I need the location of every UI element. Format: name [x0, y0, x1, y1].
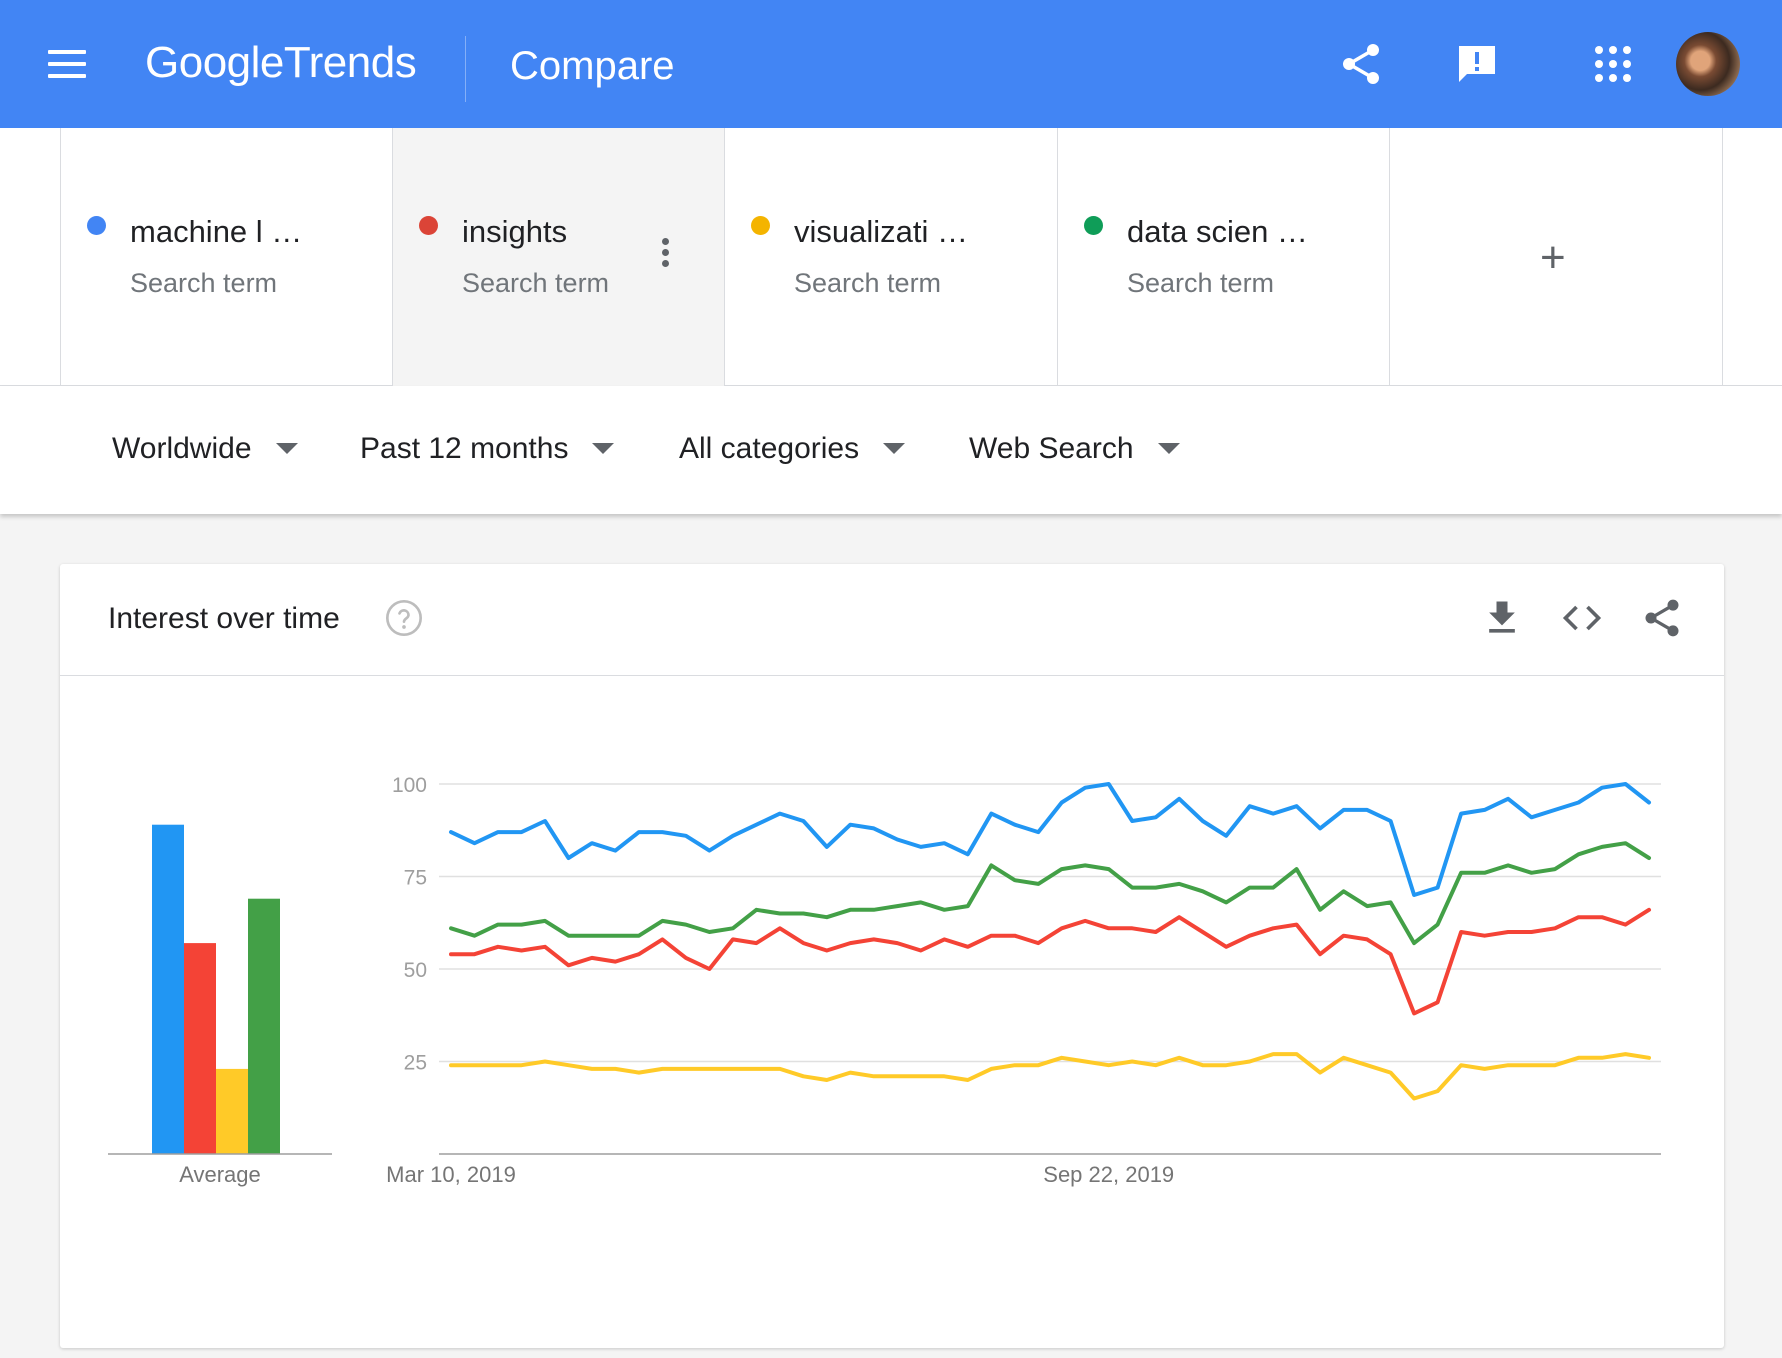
- term-name: visualizati …: [794, 214, 968, 249]
- feedback-icon[interactable]: [1453, 40, 1501, 88]
- series-line-2: [449, 907, 1651, 1016]
- region-dropdown-label: Worldwide: [112, 432, 252, 465]
- term-type: Search term: [1127, 268, 1275, 298]
- term-color-dot: [1084, 216, 1103, 235]
- x-tick-label: Sep 22, 2019: [1043, 1162, 1174, 1187]
- y-tick-label: 50: [404, 959, 427, 982]
- dropdown-arrow-icon: [275, 442, 298, 454]
- term-name: data scien …: [1127, 214, 1308, 249]
- region-dropdown[interactable]: Worldwide: [112, 432, 298, 466]
- term-type: Search term: [130, 268, 278, 298]
- term-color-dot: [419, 216, 438, 235]
- chart-labels: 25 50 75 100 Mar 10, 2019 Sep 22, 2019 Average: [179, 774, 1174, 1187]
- average-bar-3: [216, 1068, 248, 1154]
- dropdown-arrow-icon: [1157, 442, 1180, 454]
- menu-icon[interactable]: [48, 50, 88, 78]
- app-header: GoogleTrends Compare: [0, 0, 1782, 128]
- logo-google-text: Google: [145, 38, 284, 87]
- x-tick-label: Mar 10, 2019: [386, 1162, 516, 1187]
- add-term-button[interactable]: +: [1389, 128, 1723, 386]
- term-color-dot: [87, 216, 106, 235]
- y-tick-label: 100: [392, 774, 427, 797]
- more-options-icon[interactable]: [662, 238, 670, 271]
- time-range-dropdown-label: Past 12 months: [360, 432, 569, 465]
- term-card-4[interactable]: data scien … Search term: [1057, 128, 1389, 386]
- y-tick-label: 75: [404, 867, 427, 890]
- term-type: Search term: [794, 268, 942, 298]
- term-name: insights: [462, 214, 568, 249]
- series-line-1: [449, 782, 1651, 897]
- average-label: Average: [179, 1162, 261, 1187]
- average-bar-chart: [108, 824, 332, 1155]
- download-icon[interactable]: [1480, 596, 1524, 640]
- avatar[interactable]: [1676, 32, 1740, 96]
- share-icon[interactable]: [1640, 596, 1684, 640]
- plus-icon: +: [1540, 233, 1566, 282]
- interest-over-time-card: Interest over time 25 50 75 100 Mar 10, 2019…: [60, 564, 1724, 1348]
- apps-icon[interactable]: [1589, 40, 1637, 88]
- card-title: Interest over time: [108, 602, 340, 635]
- search-terms-bar: machine l … Search term insights Search …: [0, 128, 1782, 386]
- y-tick-label: 25: [404, 1052, 427, 1075]
- average-bar-2: [184, 943, 216, 1154]
- dropdown-arrow-icon: [883, 442, 906, 454]
- help-icon[interactable]: [384, 598, 424, 638]
- series-line-3: [449, 1052, 1651, 1101]
- term-name: machine l …: [130, 214, 303, 249]
- logo-trends-text: Trends: [283, 38, 417, 87]
- chart-gridlines: [439, 783, 1661, 1155]
- search-type-dropdown-label: Web Search: [969, 432, 1134, 465]
- line-series-group: [449, 782, 1651, 1101]
- term-color-dot: [751, 216, 770, 235]
- share-icon[interactable]: [1337, 40, 1385, 88]
- term-card-1[interactable]: machine l … Search term: [60, 128, 392, 386]
- search-type-dropdown[interactable]: Web Search: [969, 432, 1180, 466]
- page-title: Compare: [510, 44, 675, 88]
- series-line-4: [449, 841, 1651, 946]
- filter-bar: Worldwide Past 12 months All categories …: [0, 386, 1782, 514]
- average-bar-4: [248, 898, 280, 1154]
- embed-icon[interactable]: [1560, 596, 1604, 640]
- category-dropdown[interactable]: All categories: [679, 432, 906, 466]
- dropdown-arrow-icon: [592, 442, 615, 454]
- time-range-dropdown[interactable]: Past 12 months: [360, 432, 615, 466]
- term-card-3[interactable]: visualizati … Search term: [724, 128, 1056, 386]
- term-card-2[interactable]: insights Search term: [392, 128, 724, 386]
- google-trends-logo[interactable]: GoogleTrends: [145, 38, 417, 88]
- card-header: Interest over time: [60, 564, 1724, 676]
- header-divider: [465, 36, 466, 102]
- term-type: Search term: [462, 268, 610, 298]
- interest-over-time-chart: 25 50 75 100 Mar 10, 2019 Sep 22, 2019 Average: [108, 774, 1661, 1187]
- average-bar-1: [152, 824, 184, 1154]
- category-dropdown-label: All categories: [679, 432, 860, 465]
